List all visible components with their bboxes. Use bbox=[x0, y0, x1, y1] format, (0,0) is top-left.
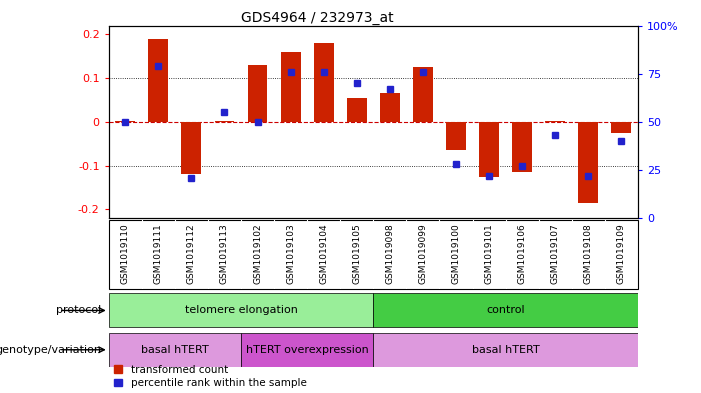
Bar bbox=[380, 94, 400, 122]
Text: control: control bbox=[486, 305, 525, 316]
Bar bbox=[479, 122, 499, 176]
FancyBboxPatch shape bbox=[109, 333, 241, 367]
Bar bbox=[446, 122, 466, 150]
Bar bbox=[413, 67, 433, 122]
Text: GSM1019107: GSM1019107 bbox=[551, 224, 559, 284]
Text: GSM1019108: GSM1019108 bbox=[584, 224, 593, 284]
Text: genotype/variation: genotype/variation bbox=[0, 345, 102, 355]
Text: basal hTERT: basal hTERT bbox=[472, 345, 540, 355]
Bar bbox=[149, 39, 168, 122]
Text: telomere elongation: telomere elongation bbox=[184, 305, 297, 316]
Bar bbox=[578, 122, 598, 203]
Text: GSM1019098: GSM1019098 bbox=[386, 224, 395, 284]
Text: GSM1019103: GSM1019103 bbox=[286, 224, 295, 284]
FancyBboxPatch shape bbox=[374, 333, 638, 367]
Bar bbox=[280, 52, 301, 122]
Text: GSM1019110: GSM1019110 bbox=[121, 224, 130, 284]
Bar bbox=[611, 122, 632, 133]
Text: GSM1019106: GSM1019106 bbox=[517, 224, 526, 284]
Bar bbox=[182, 122, 201, 174]
Bar bbox=[347, 98, 367, 122]
Text: GSM1019101: GSM1019101 bbox=[484, 224, 494, 284]
Bar bbox=[512, 122, 532, 172]
Bar bbox=[314, 43, 334, 122]
Bar bbox=[545, 121, 565, 122]
Bar bbox=[215, 121, 234, 122]
Text: GSM1019111: GSM1019111 bbox=[154, 224, 163, 284]
Bar bbox=[247, 65, 267, 122]
Text: GSM1019105: GSM1019105 bbox=[352, 224, 361, 284]
Text: protocol: protocol bbox=[56, 305, 102, 316]
Text: GSM1019102: GSM1019102 bbox=[253, 224, 262, 284]
Text: GSM1019100: GSM1019100 bbox=[451, 224, 461, 284]
Text: GSM1019113: GSM1019113 bbox=[220, 224, 229, 284]
FancyBboxPatch shape bbox=[374, 294, 638, 327]
Text: GSM1019109: GSM1019109 bbox=[617, 224, 626, 284]
Text: hTERT overexpression: hTERT overexpression bbox=[246, 345, 369, 355]
Text: GSM1019099: GSM1019099 bbox=[418, 224, 428, 284]
Text: basal hTERT: basal hTERT bbox=[141, 345, 209, 355]
Text: GSM1019104: GSM1019104 bbox=[319, 224, 328, 284]
Bar bbox=[115, 121, 135, 122]
Text: GDS4964 / 232973_at: GDS4964 / 232973_at bbox=[241, 11, 393, 24]
FancyBboxPatch shape bbox=[241, 333, 374, 367]
FancyBboxPatch shape bbox=[109, 294, 374, 327]
Legend: transformed count, percentile rank within the sample: transformed count, percentile rank withi… bbox=[114, 365, 306, 388]
Text: GSM1019112: GSM1019112 bbox=[187, 224, 196, 284]
